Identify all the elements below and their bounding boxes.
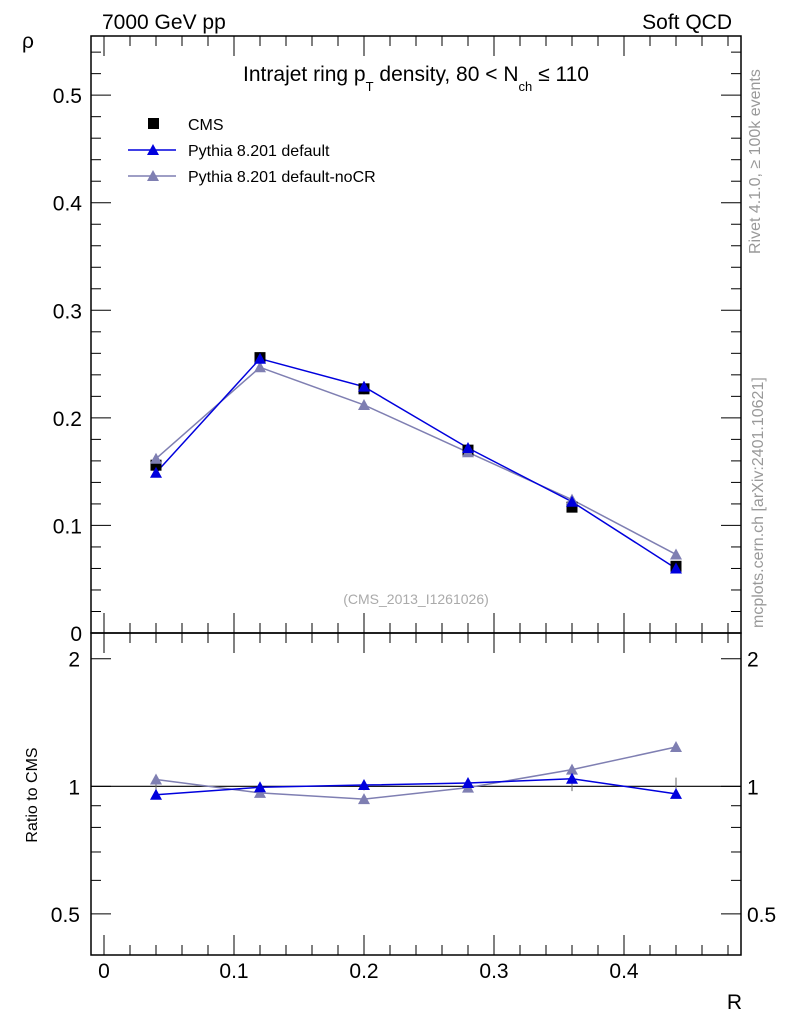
category-label: Soft QCD [642, 11, 732, 34]
mcplots-label: mcplots.cern.ch [arXiv:2401.10621] [750, 377, 767, 628]
rivet-label: Rivet 4.1.0, ≥ 100k events [747, 69, 764, 254]
legend: CMS Pythia 8.201 default Pythia 8.201 de… [128, 117, 376, 186]
pythia-default-point [566, 495, 578, 507]
main-ytick-label: 0.4 [53, 193, 83, 216]
ratio-pythia-default-point [254, 781, 266, 793]
ratio-axis-ticks [91, 633, 741, 956]
pythia-default-point [670, 562, 682, 574]
ratio-ytick-label-right: 1 [747, 776, 759, 799]
pythia-nocr-line [155, 366, 677, 556]
energy-label: 7000 GeV pp [102, 11, 226, 34]
ratio-y-tick-labels: 0.5 0.5 1 1 2 2 [51, 649, 776, 927]
ratio-ytick-label-right: 0.5 [747, 904, 776, 927]
ratio-pythia-default-point [462, 777, 474, 789]
xtick-label: 0.3 [479, 960, 508, 983]
analysis-watermark: (CMS_2013_I1261026) [343, 591, 489, 607]
legend-pythia-default-label: Pythia 8.201 default [188, 143, 330, 160]
ratio-y-axis-title: Ratio to CMS [24, 747, 41, 842]
ratio-pythia-default-point [566, 772, 578, 784]
main-ytick-label: 0.2 [53, 408, 82, 431]
legend-pythia-default-marker [147, 144, 159, 155]
ratio-pythia-nocr-line [155, 746, 677, 800]
xtick-label: 0.2 [349, 960, 378, 983]
ratio-pythia-default-point [150, 788, 162, 800]
ratio-pythia-default-point [670, 787, 682, 799]
cms-point [150, 459, 162, 471]
x-axis-title: R [727, 991, 742, 1014]
pythia-default-line [155, 357, 677, 570]
pythia-default-point [462, 441, 474, 453]
main-ytick-label: 0.5 [53, 85, 82, 108]
ratio-pythia-nocr-point [254, 786, 266, 798]
ratio-series [91, 741, 741, 805]
xtick-label: 0.4 [609, 960, 639, 983]
legend-pythia-nocr-marker [147, 170, 159, 181]
main-ytick-label: 0 [70, 623, 82, 646]
pythia-nocr-point [150, 452, 162, 464]
ratio-pythia-nocr-point [358, 793, 370, 805]
pythia-nocr-point [358, 398, 370, 410]
ratio-pythia-nocr-point [150, 773, 162, 785]
pythia-nocr-point [254, 361, 266, 373]
main-axis-ticks [91, 36, 741, 634]
ratio-ytick-label-left: 2 [68, 649, 80, 672]
plot-title: Intrajet ring pT density, 80 < Nch ≤ 110 [243, 63, 589, 94]
ratio-ytick-label-right: 2 [747, 649, 759, 672]
x-tick-labels: 0 0.1 0.2 0.3 0.4 [98, 960, 639, 983]
pythia-default-point [254, 352, 266, 364]
xtick-label: 0 [98, 960, 110, 983]
main-series [150, 352, 682, 574]
pythia-default-point [358, 380, 370, 392]
main-ytick-label: 0.3 [53, 300, 82, 323]
ratio-pythia-nocr-point [670, 741, 682, 753]
pythia-nocr-point [670, 548, 682, 560]
cms-point [566, 501, 578, 513]
ratio-ytick-label-left: 0.5 [51, 904, 80, 927]
main-ytick-label: 0.1 [53, 515, 82, 538]
ratio-pythia-nocr-point [566, 763, 578, 775]
ratio-pythia-default-line [155, 777, 677, 796]
y-axis-title: ρ [22, 30, 34, 53]
main-y-tick-labels: 0 0.1 0.2 0.3 0.4 0.5 [53, 85, 83, 646]
legend-pythia-nocr-label: Pythia 8.201 default-noCR [188, 169, 376, 186]
legend-cms-label: CMS [188, 117, 224, 134]
legend-cms-marker [148, 118, 159, 129]
pythia-default-point [150, 466, 162, 478]
xtick-label: 0.1 [219, 960, 248, 983]
ratio-ytick-label-left: 1 [68, 776, 80, 799]
ratio-pythia-default-point [358, 779, 370, 791]
